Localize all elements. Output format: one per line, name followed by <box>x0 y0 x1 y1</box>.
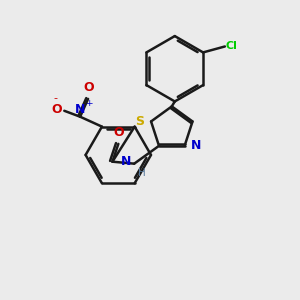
Text: N: N <box>190 139 201 152</box>
Text: -: - <box>53 93 57 103</box>
Text: S: S <box>135 115 144 128</box>
Text: O: O <box>113 126 124 139</box>
Text: Cl: Cl <box>226 41 238 52</box>
Text: N: N <box>75 103 85 116</box>
Text: O: O <box>84 81 94 94</box>
Text: N: N <box>121 155 131 168</box>
Text: O: O <box>52 103 62 116</box>
Text: +: + <box>85 99 93 108</box>
Text: H: H <box>138 168 146 178</box>
